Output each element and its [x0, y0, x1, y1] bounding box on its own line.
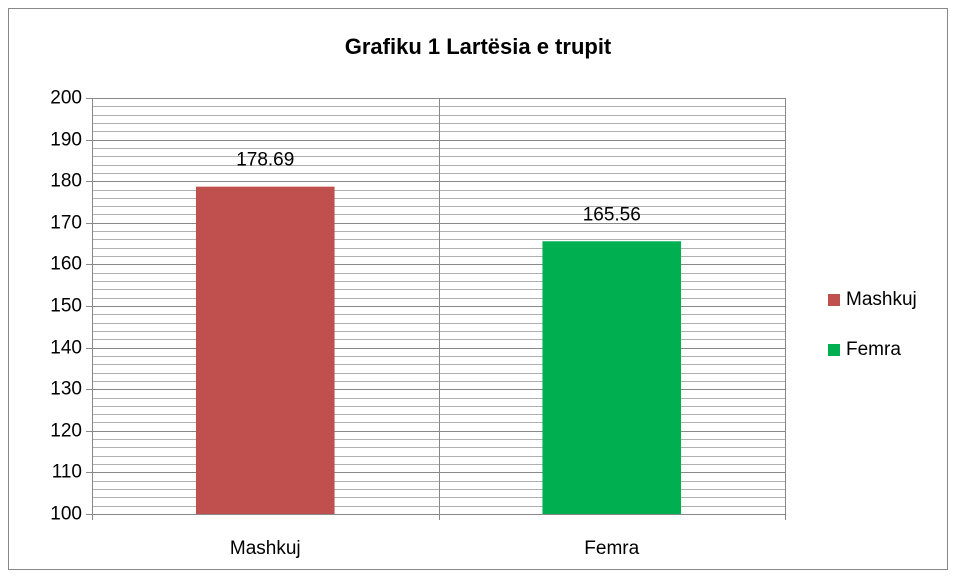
chart-title: Grafiku 1 Lartësia e trupit [345, 34, 612, 59]
y-tick-label: 150 [50, 296, 82, 317]
y-tick-label: 130 [50, 379, 82, 400]
y-tick-label: 110 [52, 462, 82, 483]
y-tick-label: 120 [50, 421, 82, 442]
data-label: 178.69 [236, 150, 294, 171]
y-tick-label: 100 [50, 504, 82, 525]
data-label: 165.56 [583, 204, 641, 225]
y-tick-label: 160 [50, 254, 82, 275]
y-tick-label: 180 [50, 171, 82, 192]
y-tick-label: 200 [50, 88, 82, 109]
y-tick-label: 140 [50, 338, 82, 359]
legend-label: Mashkuj [846, 289, 917, 310]
legend-swatch [828, 294, 840, 306]
y-tick-label: 190 [50, 130, 82, 151]
legend-label: Femra [846, 339, 901, 360]
x-tick-label: Mashkuj [230, 538, 301, 559]
x-tick-label: Femra [584, 538, 639, 559]
bar [542, 241, 682, 515]
bar [195, 186, 335, 514]
y-tick-label: 170 [50, 213, 82, 234]
legend-swatch [828, 344, 840, 356]
